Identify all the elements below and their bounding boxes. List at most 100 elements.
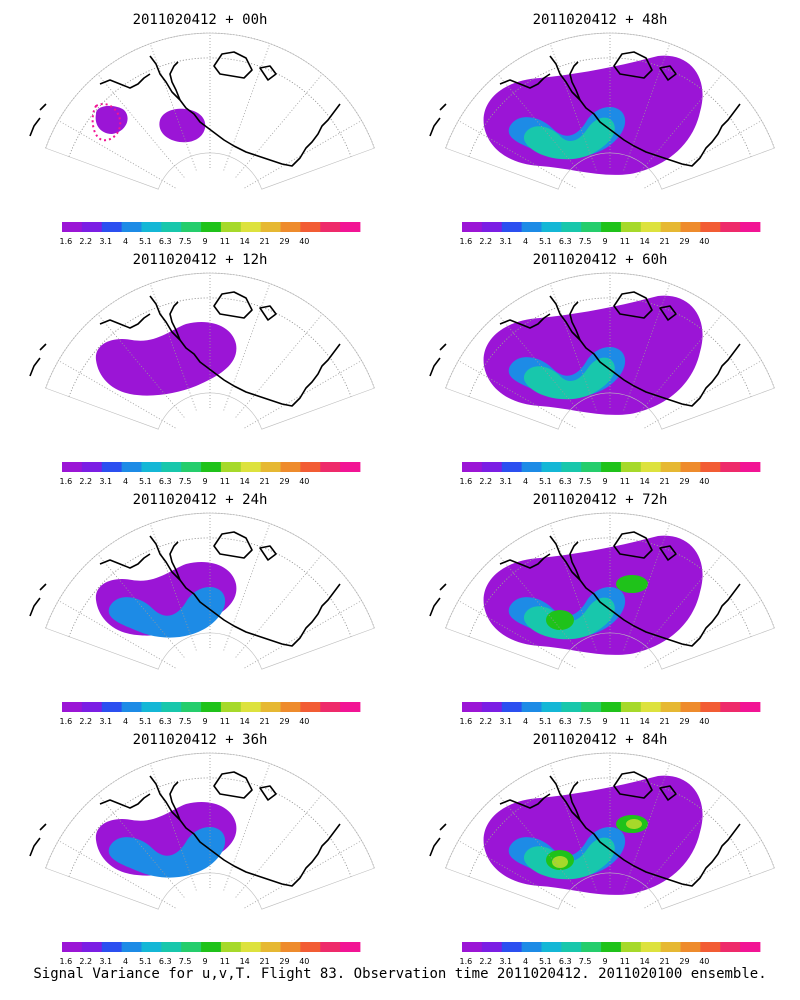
color-bar-label: 7.5 — [179, 477, 192, 486]
color-bar-swatch — [340, 702, 361, 712]
color-bar-label: 1.6 — [60, 717, 73, 726]
color-bar-swatch — [462, 702, 483, 712]
color-bar-swatch — [462, 222, 483, 232]
color-bar-label: 11 — [620, 717, 630, 726]
color-bar-swatch — [101, 942, 122, 952]
color-bar-swatch — [740, 222, 761, 232]
color-bar-label: 4 — [523, 957, 528, 966]
coastline — [429, 531, 741, 647]
color-bar-label: 7.5 — [579, 717, 592, 726]
color-bar-swatch — [201, 942, 222, 952]
color-bar-label: 29 — [679, 717, 689, 726]
color-bar-label: 6.3 — [559, 237, 572, 246]
color-bar-swatch — [620, 942, 642, 952]
color-bar-label: 6.3 — [159, 237, 172, 246]
color-bar-swatch — [181, 702, 202, 712]
variance-field — [483, 535, 703, 655]
color-bar-label: 40 — [299, 477, 309, 486]
variance-region — [108, 827, 226, 878]
coastline — [29, 291, 341, 407]
color-bar: 1.6 2.2 3.1 4 5.1 6.3 7.5 9 11 14 21 29 40 — [60, 462, 361, 486]
color-bar-swatch — [581, 942, 602, 952]
variance-field — [483, 295, 703, 415]
color-bar-swatch — [501, 702, 522, 712]
color-bar-swatch — [240, 222, 262, 232]
color-bar-swatch — [680, 942, 701, 952]
color-bar-swatch — [640, 462, 662, 472]
color-bar-swatch — [161, 222, 182, 232]
color-bar-swatch — [601, 942, 622, 952]
color-bar-swatch — [280, 702, 301, 712]
variance-region — [523, 357, 615, 400]
map-boundary — [45, 752, 375, 910]
color-bar-label: 11 — [220, 717, 230, 726]
color-bar-label: 6.3 — [559, 957, 572, 966]
color-bar-label: 29 — [279, 477, 289, 486]
color-bar-swatch — [161, 702, 182, 712]
variance-region — [108, 587, 226, 638]
color-bar-swatch — [62, 942, 83, 952]
color-bar-swatch — [201, 462, 222, 472]
color-bar-swatch — [620, 462, 642, 472]
color-bar-label: 11 — [620, 477, 630, 486]
color-bar-swatch — [501, 462, 522, 472]
color-bar-label: 40 — [299, 717, 309, 726]
color-bar-swatch — [101, 702, 122, 712]
color-bar-label: 1.6 — [60, 477, 73, 486]
color-bar-swatch — [240, 942, 262, 952]
variance-region — [546, 610, 574, 630]
color-bar-swatch — [62, 222, 83, 232]
map-boundary — [445, 752, 775, 910]
color-bar-label: 9 — [602, 477, 607, 486]
color-bar-label: 2.2 — [79, 237, 92, 246]
variance-region — [95, 105, 128, 134]
graticule — [45, 272, 375, 429]
color-bar-label: 9 — [602, 237, 607, 246]
figure-caption: Signal Variance for u,v,T. Flight 83. Ob… — [33, 966, 767, 982]
color-bar-swatch — [300, 702, 321, 712]
map-boundary — [45, 512, 375, 670]
color-bar-swatch — [521, 222, 542, 232]
color-bar-swatch — [181, 462, 202, 472]
color-bar-swatch — [62, 702, 83, 712]
color-bar: 1.6 2.2 3.1 4 5.1 6.3 7.5 9 11 14 21 29 40 — [60, 942, 361, 966]
color-bar-swatch — [220, 702, 242, 712]
map-panel: 2011020412 + 72h 1.6 2.2 3.1 4 5.1 6.3 7.5 9 11 14… — [429, 492, 775, 726]
panel-title: 2011020412 + 36h — [133, 732, 268, 748]
color-bar-swatch — [561, 222, 582, 232]
color-bar-swatch — [581, 702, 602, 712]
color-bar-label: 40 — [299, 957, 309, 966]
color-bar-label: 11 — [220, 237, 230, 246]
color-bar-label: 4 — [123, 717, 128, 726]
color-bar-swatch — [81, 942, 103, 952]
color-bar-label: 14 — [240, 717, 250, 726]
map-boundary — [445, 32, 775, 190]
color-bar-swatch — [521, 942, 542, 952]
color-bar-swatch — [121, 462, 142, 472]
color-bar-label: 7.5 — [579, 237, 592, 246]
color-bar-label: 7.5 — [179, 237, 192, 246]
panel-title: 2011020412 + 12h — [133, 252, 268, 268]
color-bar-swatch — [300, 222, 321, 232]
color-bar-label: 1.6 — [60, 957, 73, 966]
color-bar-label: 14 — [640, 717, 650, 726]
color-bar-swatch — [62, 462, 83, 472]
color-bar-swatch — [220, 462, 242, 472]
color-bar-label: 3.1 — [499, 717, 512, 726]
color-bar-swatch — [660, 942, 681, 952]
color-bar-swatch — [280, 222, 301, 232]
color-bar-label: 3.1 — [499, 237, 512, 246]
color-bar-swatch — [680, 702, 701, 712]
color-bar-label: 1.6 — [460, 957, 473, 966]
color-bar-swatch — [340, 462, 361, 472]
color-bar-swatch — [700, 222, 721, 232]
variance-region — [159, 108, 206, 143]
color-bar-label: 4 — [523, 477, 528, 486]
color-bar-swatch — [541, 462, 562, 472]
color-bar-swatch — [740, 942, 761, 952]
color-bar-swatch — [260, 942, 281, 952]
color-bar: 1.6 2.2 3.1 4 5.1 6.3 7.5 9 11 14 21 29 40 — [460, 942, 761, 966]
color-bar-label: 2.2 — [79, 957, 92, 966]
color-bar-label: 1.6 — [460, 477, 473, 486]
